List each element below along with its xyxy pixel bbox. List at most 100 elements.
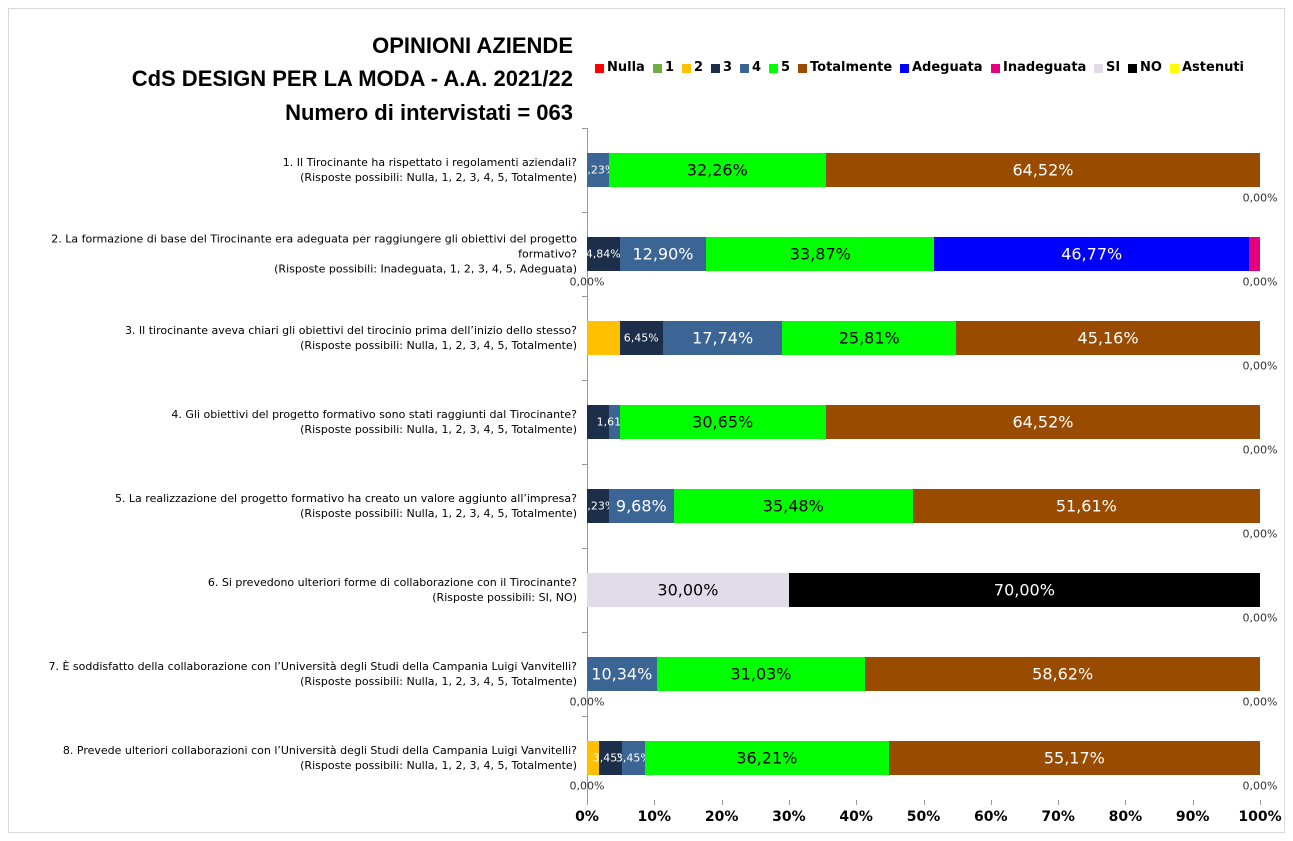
bar-segment bbox=[608, 405, 620, 439]
data-label: 58,62% bbox=[1032, 664, 1094, 684]
axis-tick bbox=[582, 632, 587, 633]
chart-title: OPINIONI AZIENDE bbox=[372, 33, 573, 58]
bar-segment bbox=[608, 153, 826, 187]
bar-segment bbox=[1249, 237, 1260, 271]
data-label: 64,52% bbox=[1012, 160, 1074, 180]
bar-segment bbox=[865, 657, 1260, 691]
data-label: 51,61% bbox=[1055, 496, 1117, 516]
bar-segment bbox=[673, 489, 913, 523]
data-label: 31,03% bbox=[730, 664, 792, 684]
bar-segment bbox=[934, 237, 1250, 271]
data-label: 64,52% bbox=[1012, 412, 1074, 432]
data-label: 0,00% bbox=[569, 695, 605, 709]
bar-segment bbox=[662, 321, 783, 355]
bar-segment bbox=[587, 657, 657, 691]
legend-swatch bbox=[595, 64, 604, 73]
legend-swatch bbox=[991, 64, 1000, 73]
x-tick bbox=[587, 800, 588, 805]
bar-segment bbox=[912, 489, 1260, 523]
bar-segment bbox=[706, 237, 935, 271]
x-tick bbox=[788, 800, 790, 805]
data-label: 36,21% bbox=[736, 748, 798, 768]
data-label: 0,00% bbox=[1242, 443, 1278, 457]
bar-segment bbox=[825, 153, 1261, 187]
legend-label: Nulla bbox=[607, 60, 645, 75]
data-label: 3,45% bbox=[615, 751, 651, 765]
bar-segment bbox=[782, 321, 957, 355]
x-tick-label: 80% bbox=[1108, 809, 1143, 825]
x-tick-label: 70% bbox=[1041, 809, 1075, 825]
data-label: 0,00% bbox=[569, 275, 605, 289]
legend-swatch bbox=[653, 64, 662, 73]
legend-label: Inadeguata bbox=[1003, 60, 1087, 75]
data-label: 0,00% bbox=[1242, 359, 1278, 373]
bar-segment bbox=[587, 741, 599, 775]
data-label: 0,00% bbox=[1242, 275, 1278, 289]
category-label: 8. Prevede ulteriori collaborazioni con … bbox=[62, 744, 577, 772]
chart-title: CdS DESIGN PER LA MODA - A.A. 2021/22 bbox=[131, 66, 573, 91]
x-tick bbox=[1192, 800, 1194, 805]
data-label: 35,48% bbox=[762, 496, 824, 516]
legend-swatch bbox=[798, 64, 807, 73]
x-tick-label: 50% bbox=[906, 809, 941, 825]
x-tick-label: 20% bbox=[704, 809, 739, 825]
legend-label: 5 bbox=[781, 60, 791, 75]
data-label: 30,65% bbox=[692, 412, 754, 432]
x-tick-label: 60% bbox=[974, 809, 1008, 825]
frame bbox=[8, 8, 1285, 833]
data-label: 12,90% bbox=[632, 244, 694, 264]
x-tick bbox=[654, 800, 656, 805]
x-tick bbox=[923, 800, 925, 805]
data-label: 6,45% bbox=[623, 331, 659, 345]
legend-label: Astenuti bbox=[1182, 60, 1245, 75]
category-label: 2. La formazione di base del Tirocinante… bbox=[51, 232, 577, 276]
legend-swatch bbox=[1170, 64, 1179, 73]
data-label: 9,68% bbox=[615, 496, 667, 516]
x-tick bbox=[721, 800, 723, 805]
data-label: 0,00% bbox=[1242, 527, 1278, 541]
axis-line bbox=[587, 128, 588, 800]
data-label: 0,00% bbox=[1242, 695, 1278, 709]
bar-segment bbox=[587, 405, 609, 439]
category-label: 5. La realizzazione del progetto formati… bbox=[114, 492, 577, 520]
bar-segment bbox=[888, 741, 1260, 775]
data-label: 3,23% bbox=[580, 499, 616, 513]
category-label: 4. Gli obiettivi del progetto formativo … bbox=[171, 408, 577, 436]
legend-label: SI bbox=[1106, 60, 1121, 75]
bar-segment bbox=[825, 405, 1261, 439]
legend-label: 2 bbox=[694, 60, 704, 75]
bar-segment bbox=[619, 237, 707, 271]
legend-swatch bbox=[682, 64, 691, 73]
bar-segment bbox=[587, 489, 609, 523]
bar-segment bbox=[656, 657, 866, 691]
x-tick-label: 90% bbox=[1175, 809, 1210, 825]
axis-tick bbox=[582, 548, 587, 549]
bar-segment bbox=[619, 405, 826, 439]
data-label: 3,23% bbox=[580, 163, 616, 177]
legend-swatch bbox=[711, 64, 720, 73]
bar-segment bbox=[788, 573, 1260, 607]
legend-swatch bbox=[900, 64, 909, 73]
legend-label: Totalmente bbox=[810, 60, 893, 75]
data-label: 0,00% bbox=[1242, 611, 1278, 625]
data-label: 4,84% bbox=[585, 247, 621, 261]
x-tick-label: 100% bbox=[1238, 809, 1282, 825]
data-label: 0,00% bbox=[1242, 779, 1278, 793]
bar-segment bbox=[621, 741, 645, 775]
data-label: 17,74% bbox=[692, 328, 754, 348]
data-label: 3,45% bbox=[592, 751, 628, 765]
category-label: 3. Il tirocinante aveva chiari gli obiet… bbox=[124, 324, 577, 352]
bar-segment bbox=[598, 741, 622, 775]
legend-swatch bbox=[1128, 64, 1137, 73]
x-tick bbox=[856, 800, 858, 805]
data-label: 33,87% bbox=[789, 244, 851, 264]
category-label: 1. Il Tirocinante ha rispettato i regola… bbox=[282, 156, 577, 184]
data-label: 25,81% bbox=[838, 328, 900, 348]
bar-segment bbox=[608, 489, 674, 523]
x-tick bbox=[1260, 800, 1261, 805]
data-label: 45,16% bbox=[1077, 328, 1139, 348]
category-label: 7. È soddisfatto della collaborazione co… bbox=[48, 660, 577, 688]
axis-tick bbox=[582, 296, 587, 297]
x-tick bbox=[1125, 800, 1127, 805]
legend-label: 1 bbox=[665, 60, 675, 75]
